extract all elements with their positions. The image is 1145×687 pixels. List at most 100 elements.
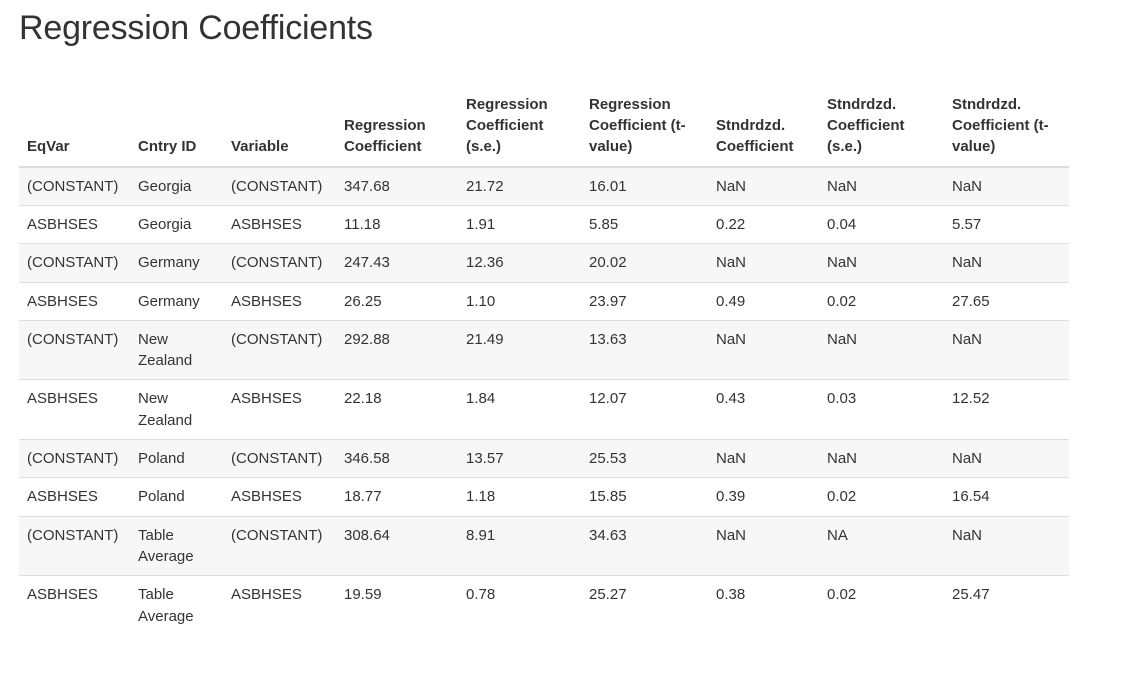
table-cell: 20.02 <box>581 243 708 283</box>
table-row: (CONSTANT) New Zealand (CONSTANT) 292.88 21.… <box>19 319 1069 380</box>
table-cell: 0.03 <box>819 379 944 440</box>
table-row: (CONSTANT) Poland (CONSTANT) 346.58 13.57 25.… <box>19 439 1069 478</box>
table-cell: 0.43 <box>708 379 819 440</box>
table-cell: 12.36 <box>458 243 581 283</box>
table-cell: NaN <box>944 243 1069 283</box>
table-cell: ASBHSES <box>19 379 130 440</box>
table-cell: (CONSTANT) <box>19 166 130 206</box>
table-cell: NaN <box>708 439 819 478</box>
table-cell: 1.84 <box>458 379 581 440</box>
table-cell: 19.59 <box>336 575 458 635</box>
table-cell: 13.63 <box>581 319 708 380</box>
table-cell: 13.57 <box>458 439 581 478</box>
table-cell: 346.58 <box>336 439 458 478</box>
table-cell: (CONSTANT) <box>19 439 130 478</box>
table-cell: ASBHSES <box>19 281 130 321</box>
table-cell: NaN <box>819 243 944 283</box>
table-cell: 1.10 <box>458 281 581 321</box>
table-cell: 25.53 <box>581 439 708 478</box>
table-cell: (CONSTANT) <box>19 319 130 380</box>
page-title: Regression Coefficients <box>19 9 373 47</box>
table-cell: (CONSTANT) <box>19 515 130 576</box>
table-row: (CONSTANT) Georgia (CONSTANT) 347.68 21.72 16… <box>19 166 1069 206</box>
table-cell: 247.43 <box>336 243 458 283</box>
table-cell: ASBHSES <box>223 379 336 440</box>
regression-coefficients-table: EqVar Cntry ID Variable Regression Coeffici… <box>19 85 1069 635</box>
table-cell: Germany <box>130 281 223 321</box>
table-cell: ASBHSES <box>223 281 336 321</box>
table-cell: NaN <box>944 166 1069 206</box>
table-cell: 1.18 <box>458 477 581 517</box>
table-cell: 0.49 <box>708 281 819 321</box>
table-cell: 1.91 <box>458 204 581 244</box>
table-cell: NA <box>819 515 944 576</box>
table-cell: (CONSTANT) <box>223 439 336 478</box>
table-row: (CONSTANT) Germany (CONSTANT) 247.43 12.36 20… <box>19 243 1069 283</box>
column-header: Stndrdzd. Coefficient (s.e.) <box>819 85 944 168</box>
table-cell: 0.04 <box>819 204 944 244</box>
column-header: Stndrdzd. Coefficient (t-value) <box>944 85 1069 168</box>
table-cell: NaN <box>708 166 819 206</box>
table-cell: 0.22 <box>708 204 819 244</box>
table-cell: 0.02 <box>819 575 944 635</box>
column-header: Stndrdzd. Coefficient <box>708 85 819 168</box>
table-cell: 27.65 <box>944 281 1069 321</box>
table-cell: ASBHSES <box>223 477 336 517</box>
table-cell: Georgia <box>130 166 223 206</box>
table-cell: Poland <box>130 477 223 517</box>
table-cell: 21.72 <box>458 166 581 206</box>
table-row: (CONSTANT) Table Average (CONSTANT) 308.64 8… <box>19 515 1069 576</box>
table-cell: 12.07 <box>581 379 708 440</box>
table-cell: NaN <box>819 439 944 478</box>
table-row: ASBHSES Germany ASBHSES 26.25 1.10 23.97 0.49 0… <box>19 281 1069 321</box>
table-cell: 23.97 <box>581 281 708 321</box>
table-cell: ASBHSES <box>19 477 130 517</box>
column-header: EqVar <box>19 85 130 168</box>
table-cell: 16.54 <box>944 477 1069 517</box>
table-cell: Table Average <box>130 515 223 576</box>
table-cell: 34.63 <box>581 515 708 576</box>
table-cell: 292.88 <box>336 319 458 380</box>
table-row: ASBHSES New Zealand ASBHSES 22.18 1.84 12.07 0… <box>19 379 1069 440</box>
table-cell: 25.27 <box>581 575 708 635</box>
table-cell: 347.68 <box>336 166 458 206</box>
table-cell: 0.78 <box>458 575 581 635</box>
table-cell: New Zealand <box>130 379 223 440</box>
table-cell: NaN <box>944 319 1069 380</box>
column-header: Regression Coefficient (t-value) <box>581 85 708 168</box>
table-cell: NaN <box>708 243 819 283</box>
table-cell: NaN <box>944 515 1069 576</box>
table-cell: 22.18 <box>336 379 458 440</box>
table-cell: 0.02 <box>819 281 944 321</box>
table-cell: 8.91 <box>458 515 581 576</box>
table-cell: 5.57 <box>944 204 1069 244</box>
table-header-row: EqVar Cntry ID Variable Regression Coeffici… <box>19 85 1069 168</box>
table-cell: Germany <box>130 243 223 283</box>
table-row: ASBHSES Table Average ASBHSES 19.59 0.78 25.2… <box>19 575 1069 635</box>
table-cell: 5.85 <box>581 204 708 244</box>
table-cell: 0.02 <box>819 477 944 517</box>
table-cell: 308.64 <box>336 515 458 576</box>
table-cell: NaN <box>944 439 1069 478</box>
table-cell: 26.25 <box>336 281 458 321</box>
table-cell: (CONSTANT) <box>223 243 336 283</box>
table-cell: NaN <box>708 515 819 576</box>
table-cell: 21.49 <box>458 319 581 380</box>
table-cell: New Zealand <box>130 319 223 380</box>
column-header: Variable <box>223 85 336 168</box>
table-header: EqVar Cntry ID Variable Regression Coeffici… <box>19 85 1069 168</box>
table-row: ASBHSES Georgia ASBHSES 11.18 1.91 5.85 0.22 0.… <box>19 204 1069 244</box>
table-cell: 0.38 <box>708 575 819 635</box>
table-cell: 15.85 <box>581 477 708 517</box>
table-cell: ASBHSES <box>19 575 130 635</box>
table-cell: 16.01 <box>581 166 708 206</box>
table-cell: (CONSTANT) <box>223 319 336 380</box>
table-cell: NaN <box>708 319 819 380</box>
table-cell: ASBHSES <box>19 204 130 244</box>
table-cell: NaN <box>819 319 944 380</box>
table-cell: Poland <box>130 439 223 478</box>
table-cell: 18.77 <box>336 477 458 517</box>
table-cell: 0.39 <box>708 477 819 517</box>
table-cell: 12.52 <box>944 379 1069 440</box>
